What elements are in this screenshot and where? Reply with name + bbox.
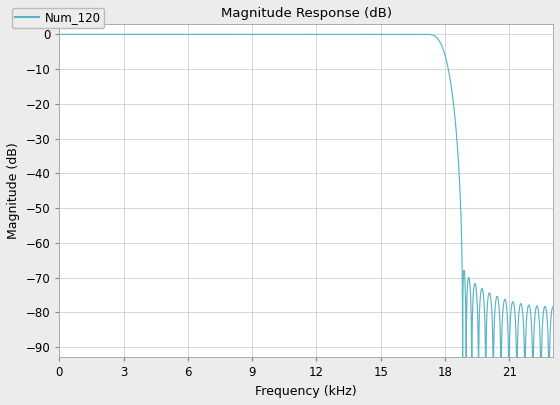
X-axis label: Frequency (kHz): Frequency (kHz) [255, 385, 357, 398]
Title: Magnitude Response (dB): Magnitude Response (dB) [221, 7, 391, 20]
Legend: Num_120: Num_120 [12, 8, 104, 28]
Y-axis label: Magnitude (dB): Magnitude (dB) [7, 142, 20, 239]
